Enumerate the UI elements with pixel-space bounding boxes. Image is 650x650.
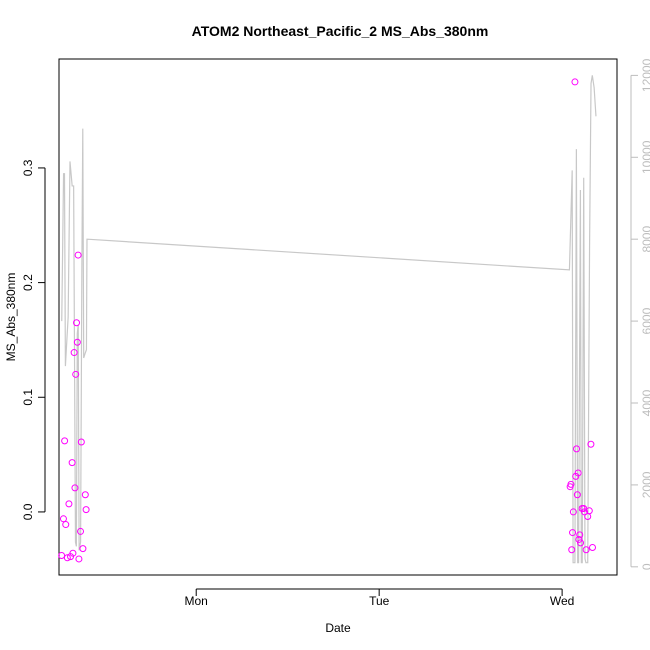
data-point <box>75 555 83 563</box>
data-point <box>71 484 79 492</box>
y-tick-label-right: 12000 <box>640 58 650 92</box>
y-tick-label-right: 0 <box>640 563 650 570</box>
x-axis-label: Date <box>325 621 351 635</box>
y-tick-label-right: 4000 <box>640 389 650 416</box>
x-tick-label: Wed <box>550 594 574 608</box>
data-point <box>82 506 90 514</box>
data-point <box>585 507 593 515</box>
data-point <box>587 440 595 448</box>
data-point <box>77 438 85 446</box>
data-point <box>68 459 76 467</box>
data-point <box>77 527 85 535</box>
chart-title: ATOM2 Northeast_Pacific_2 MS_Abs_380nm <box>192 23 489 39</box>
data-point <box>567 480 575 488</box>
data-point <box>73 338 81 346</box>
line-series <box>61 75 597 564</box>
y-axis-left: 0.0 0.1 0.2 0.3 <box>21 159 46 520</box>
data-point <box>65 500 73 508</box>
data-point <box>62 521 70 529</box>
y-tick-label-left: 0.3 <box>21 159 35 176</box>
series-line <box>61 75 597 564</box>
data-point <box>574 469 582 477</box>
data-point <box>581 508 589 516</box>
data-point <box>61 437 69 445</box>
y-tick-label-right: 6000 <box>640 307 650 334</box>
data-point <box>59 515 67 523</box>
data-point <box>73 319 81 327</box>
data-point <box>573 445 581 453</box>
data-point <box>568 546 576 554</box>
data-point <box>589 543 596 551</box>
x-tick-label: Mon <box>185 594 208 608</box>
data-point <box>69 549 77 557</box>
data-point <box>569 529 577 537</box>
data-point <box>571 78 579 86</box>
y-axis-label: MS_Abs_380nm <box>4 273 18 362</box>
y-tick-label-right: 2000 <box>640 471 650 498</box>
data-point <box>573 491 581 499</box>
y-tick-label-right: 10000 <box>640 140 650 174</box>
data-point <box>79 545 87 553</box>
point-series <box>58 78 596 563</box>
y-tick-label-left: 0.0 <box>21 503 35 520</box>
y-axis-right: 0 2000 4000 6000 8000 10000 12000 <box>630 58 650 570</box>
x-tick-label: Tue <box>369 594 390 608</box>
data-point <box>575 535 583 543</box>
x-axis: Mon Tue Wed <box>185 588 574 608</box>
data-point <box>576 531 584 539</box>
data-point <box>63 554 71 562</box>
y-tick-label-right: 8000 <box>640 226 650 253</box>
data-point <box>582 546 590 554</box>
data-point <box>577 539 585 547</box>
y-tick-label-left: 0.1 <box>21 389 35 406</box>
data-point <box>81 491 89 499</box>
y-tick-label-left: 0.2 <box>21 274 35 291</box>
data-point <box>58 552 66 560</box>
data-point <box>72 370 80 378</box>
data-point <box>74 251 82 259</box>
data-point <box>569 508 577 516</box>
plot-frame <box>58 58 618 576</box>
data-point <box>70 349 78 357</box>
